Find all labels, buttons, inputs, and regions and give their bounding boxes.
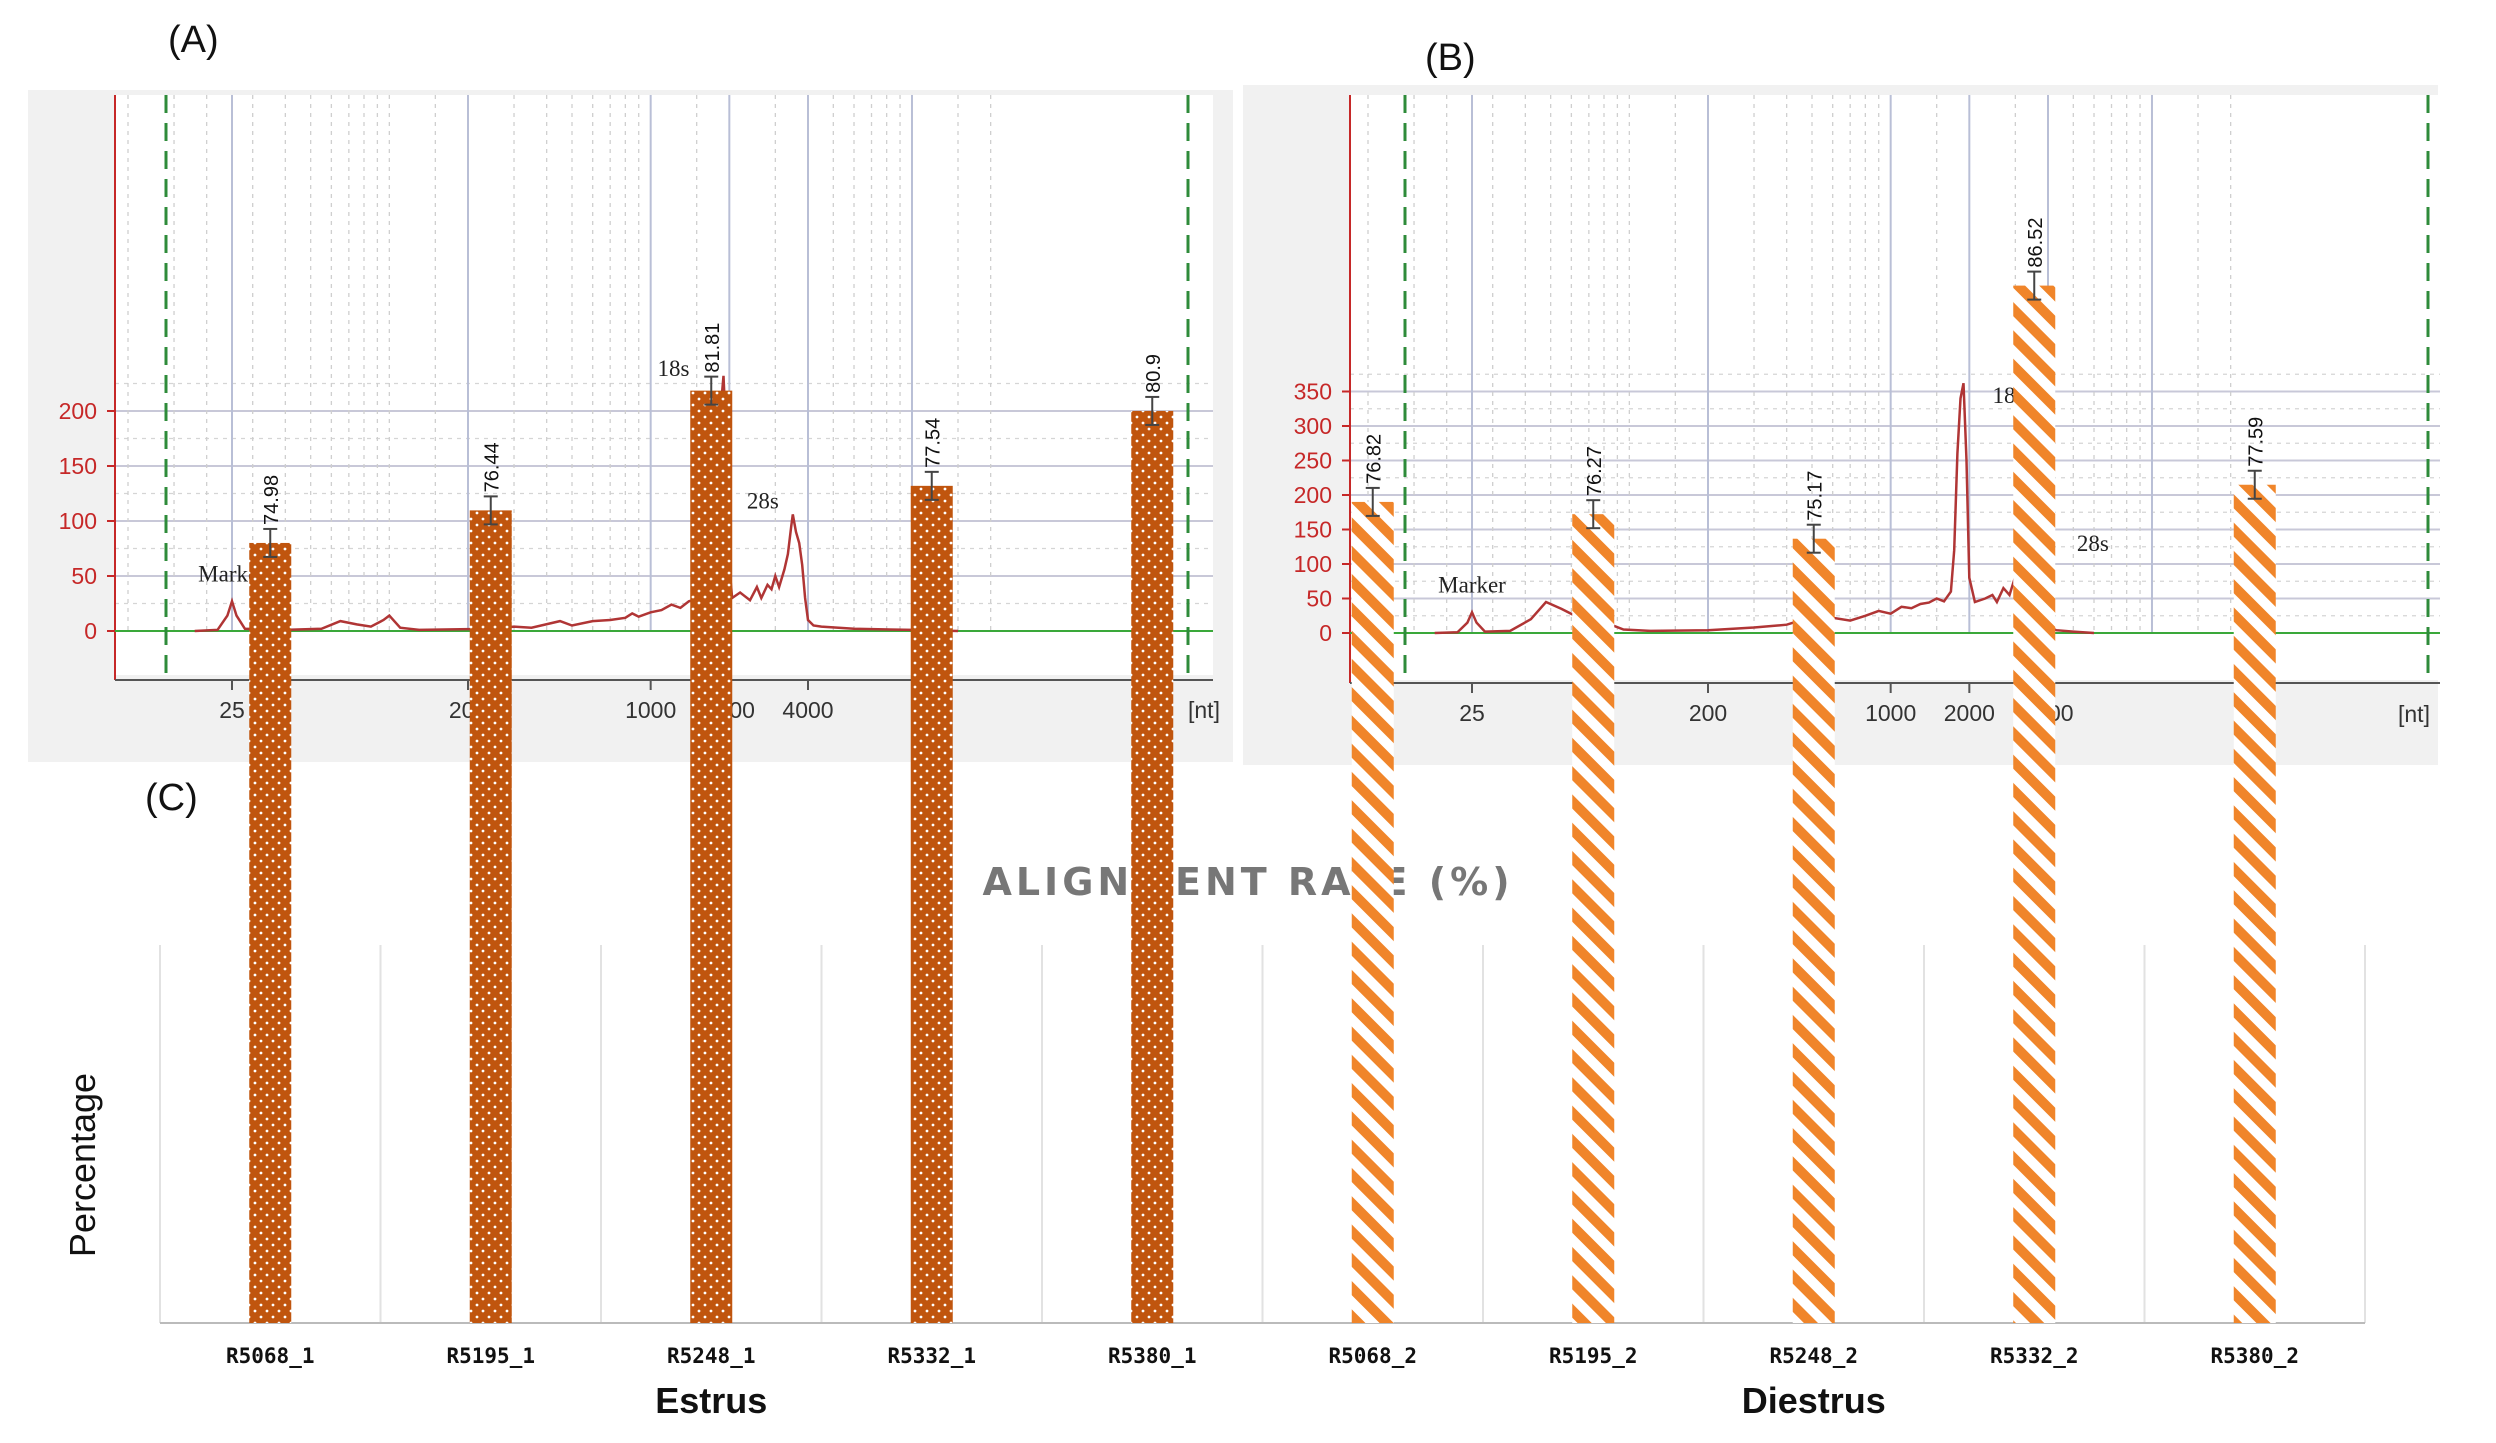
bar-r5068_2 xyxy=(1351,501,1394,1323)
data-label: 76.44 xyxy=(482,442,504,492)
x-tick-label: 4000 xyxy=(782,697,833,723)
panel-b-letter: (B) xyxy=(1425,37,1476,79)
x-tick-label: 25 xyxy=(1459,700,1485,726)
category-label: R5380_2 xyxy=(2210,1344,2299,1368)
y-tick-label: 150 xyxy=(1294,517,1332,543)
panel-a-x-unit: [nt] xyxy=(1188,697,1220,723)
bar-r5248_1 xyxy=(690,390,733,1324)
category-label: R5195_2 xyxy=(1549,1344,1638,1368)
data-label: 86.52 xyxy=(2025,218,2047,268)
peak-label-18s: 18s xyxy=(658,356,690,381)
group-label-estrus: Estrus xyxy=(655,1380,767,1421)
category-label: R5380_1 xyxy=(1108,1344,1197,1368)
y-tick-label: 50 xyxy=(1306,586,1332,612)
panel-c-category-dividers xyxy=(159,945,2366,1323)
bar-r5068_1 xyxy=(249,542,292,1323)
bar-r5195_1 xyxy=(469,510,512,1323)
x-tick-label: 25 xyxy=(219,697,245,723)
y-tick-label: 50 xyxy=(71,563,97,589)
bar-r5380_1 xyxy=(1131,410,1174,1323)
panel-a-y-ticks: 0 50 100 150 200 xyxy=(59,398,115,644)
panel-c-letter: (C) xyxy=(145,777,198,819)
x-tick-label: 1000 xyxy=(1865,700,1916,726)
panel-b-plot-area xyxy=(1350,95,2440,680)
panel-c-group-labels: Estrus Diestrus xyxy=(655,1380,1886,1421)
bar-r5380_2 xyxy=(2233,484,2276,1323)
y-tick-label: 150 xyxy=(59,453,97,479)
panel-a-plot-area xyxy=(115,95,1213,675)
y-tick-label: 100 xyxy=(59,508,97,534)
data-label: 77.54 xyxy=(923,418,945,468)
bar-r5332_1 xyxy=(910,485,953,1323)
y-tick-label: 0 xyxy=(84,618,97,644)
x-tick-label: 200 xyxy=(1689,700,1727,726)
bar-r5195_2 xyxy=(1572,514,1615,1323)
y-tick-label: 300 xyxy=(1294,413,1332,439)
x-tick-label: 1000 xyxy=(625,697,676,723)
category-label: R5248_1 xyxy=(667,1344,756,1368)
data-label: 77.59 xyxy=(2246,417,2268,467)
panel-c: (C) ALIGNMENT RATE (%) Percentage 74.98 R… xyxy=(62,218,2366,1421)
category-label: R5248_2 xyxy=(1769,1344,1858,1368)
x-tick-label: 2000 xyxy=(1944,700,1995,726)
data-label: 76.82 xyxy=(1364,434,1386,484)
y-tick-label: 100 xyxy=(1294,551,1332,577)
data-label: 80.9 xyxy=(1143,354,1165,393)
bar-r5248_2 xyxy=(1792,538,1835,1323)
category-label: R5332_1 xyxy=(887,1344,976,1368)
data-label: 75.17 xyxy=(1805,471,1827,521)
y-tick-label: 350 xyxy=(1294,379,1332,405)
peak-label-marker: Marker xyxy=(1438,572,1506,597)
panel-c-title: ALIGNMENT RATE (%) xyxy=(982,860,1513,904)
panel-c-bars: 74.98 R5068_1 76.44 R5195_1 81.81 R5248_1 77.5… xyxy=(226,218,2299,1368)
bar-r5332_2 xyxy=(2013,285,2056,1323)
category-label: R5332_2 xyxy=(1990,1344,2079,1368)
panel-a-letter: (A) xyxy=(168,19,219,61)
category-label: R5068_1 xyxy=(226,1344,315,1368)
y-tick-label: 200 xyxy=(1294,482,1332,508)
peak-label-28s: 28s xyxy=(2077,531,2109,556)
panel-b-x-unit: [nt] xyxy=(2398,701,2430,727)
panel-a-grid xyxy=(115,95,1213,632)
panel-b-y-ticks: 0 50 100 150 200 250 300 350 xyxy=(1294,379,1350,646)
data-label: 76.27 xyxy=(1584,446,1606,496)
group-label-diestrus: Diestrus xyxy=(1742,1380,1886,1421)
category-label: R5068_2 xyxy=(1328,1344,1417,1368)
y-tick-label: 200 xyxy=(59,398,97,424)
peak-label-28s: 28s xyxy=(747,488,779,513)
y-tick-label: 250 xyxy=(1294,448,1332,474)
category-label: R5195_1 xyxy=(446,1344,535,1368)
data-label: 81.81 xyxy=(702,323,724,373)
data-label: 74.98 xyxy=(261,475,283,525)
panel-c-y-label: Percentage xyxy=(62,1073,103,1257)
y-tick-label: 0 xyxy=(1319,620,1332,646)
